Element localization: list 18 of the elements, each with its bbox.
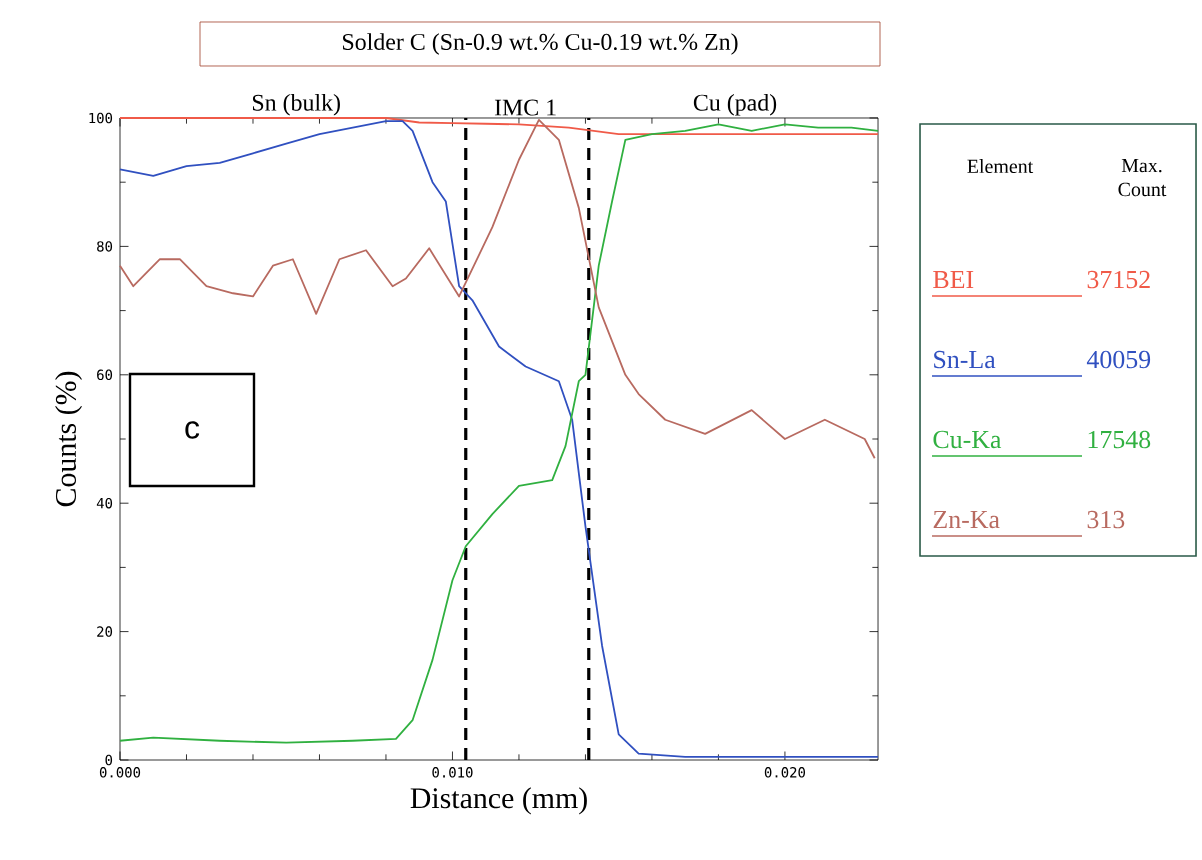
y-axis-title: Counts (%) — [55, 371, 83, 507]
text: Max. Count — [1118, 159, 1167, 197]
text: 17548 — [1088, 430, 1151, 449]
annotation: c — [185, 421, 200, 439]
line-series — [119, 119, 876, 460]
text: Cu-Ka — [933, 430, 1002, 449]
annotation: Cu (pad) — [693, 93, 777, 116]
text: Sn-La — [934, 350, 996, 369]
x-axis-title: Distance (mm) — [410, 787, 587, 815]
text: 40059 — [1086, 350, 1151, 369]
text: Zn-Ka — [933, 511, 1000, 529]
legend-title: Element — [967, 159, 1034, 174]
annotation: IMC 1 — [494, 99, 556, 116]
text: BEI — [933, 271, 974, 289]
text: 37152 — [1087, 270, 1150, 289]
chart-title: Solder C (Sn-0.9 wt.% Cu-0.19 wt.% Zn) — [343, 33, 738, 55]
text: 313 — [1087, 510, 1125, 529]
annotation: Sn (bulk) — [252, 93, 340, 116]
